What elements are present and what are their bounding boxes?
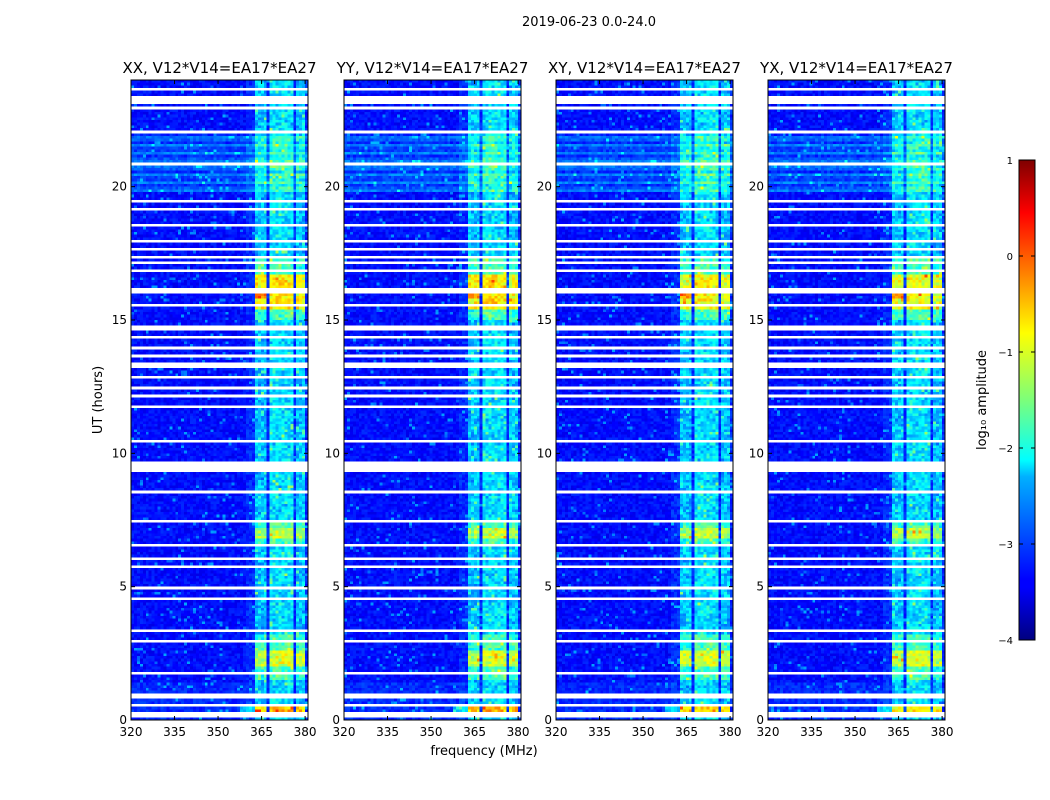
colorbar-tick-label: −1 (998, 348, 1013, 359)
y-tick-label: 0 (756, 713, 764, 727)
panel-title: YY, V12*V14=EA17*EA27 (336, 59, 529, 77)
x-tick-label: 380 (507, 725, 530, 739)
x-tick-label: 335 (800, 725, 823, 739)
y-tick-label: 0 (119, 713, 127, 727)
y-tick-label: 15 (537, 313, 552, 327)
x-tick-label: 350 (844, 725, 867, 739)
panel-title: YX, V12*V14=EA17*EA27 (759, 59, 953, 77)
y-tick-label: 0 (544, 713, 552, 727)
spectrogram-image (344, 80, 521, 720)
y-tick-label: 15 (112, 313, 127, 327)
spectrogram-image (556, 80, 733, 720)
colorbar-label: log₁₀ amplitude (975, 350, 990, 450)
y-tick-label: 10 (325, 446, 340, 460)
y-tick-label: 20 (112, 180, 127, 194)
heatmap-panel-4: YX, V12*V14=EA17*EA27 320 335 350 365 380 0 5 10… (749, 59, 954, 739)
x-tick-label: 365 (250, 725, 273, 739)
panel-title: XY, V12*V14=EA17*EA27 (548, 59, 741, 77)
colorbar-tick-label: −3 (998, 540, 1013, 551)
y-tick-label: 5 (332, 580, 340, 594)
x-tick-label: 380 (931, 725, 954, 739)
y-tick-label: 10 (537, 446, 552, 460)
colorbar: 1 0 −1 −2 −3 −4 log₁₀ amplitude (975, 156, 1036, 647)
colorbar-gradient (1018, 159, 1036, 641)
colorbar-tick-label: −4 (998, 636, 1013, 647)
x-tick-label: 365 (675, 725, 698, 739)
y-tick-label: 10 (112, 446, 127, 460)
heatmap-panel-1: XX, V12*V14=EA17*EA27 320 335 350 365 380 0 5 10… (112, 59, 317, 739)
heatmap-panel-3: XY, V12*V14=EA17*EA27 320 335 350 365 380 0 5 10… (537, 59, 742, 739)
x-tick-label: 365 (887, 725, 910, 739)
x-tick-label: 380 (719, 725, 742, 739)
x-tick-label: 380 (294, 725, 317, 739)
x-tick-label: 320 (757, 725, 780, 739)
spectrogram-image (131, 80, 308, 720)
colorbar-ticks: 1 0 −1 −2 −3 −4 (998, 156, 1035, 647)
y-tick-label: 20 (537, 180, 552, 194)
y-tick-label: 5 (544, 580, 552, 594)
y-tick-label: 0 (332, 713, 340, 727)
x-tick-label: 320 (120, 725, 143, 739)
x-tick-label: 350 (207, 725, 230, 739)
x-tick-label: 335 (163, 725, 186, 739)
colorbar-tick-label: 1 (1007, 156, 1013, 167)
y-tick-label: 5 (119, 580, 127, 594)
y-tick-label: 20 (325, 180, 340, 194)
y-axis-label: UT (hours) (91, 366, 106, 434)
y-tick-label: 20 (749, 180, 764, 194)
x-tick-label: 320 (545, 725, 568, 739)
colorbar-tick-label: 0 (1007, 252, 1013, 263)
panel-frame (343, 79, 522, 721)
heatmap-panels: XX, V12*V14=EA17*EA27 320 335 350 365 380 0 5 10… (112, 59, 954, 739)
panel-title: XX, V12*V14=EA17*EA27 (122, 59, 316, 77)
y-tick-label: 5 (756, 580, 764, 594)
x-tick-label: 350 (632, 725, 655, 739)
y-tick-label: 15 (749, 313, 764, 327)
panel-frame (767, 79, 946, 721)
y-tick-label: 15 (325, 313, 340, 327)
x-tick-label: 335 (588, 725, 611, 739)
colorbar-tick-label: −2 (998, 444, 1013, 455)
x-tick-label: 365 (463, 725, 486, 739)
x-tick-label: 335 (376, 725, 399, 739)
x-tick-label: 320 (333, 725, 356, 739)
x-axis-label: frequency (MHz) (430, 744, 537, 759)
heatmap-panel-2: YY, V12*V14=EA17*EA27 320 335 350 365 380 0 5 10… (325, 59, 530, 739)
figure-suptitle: 2019-06-23 0.0-24.0 (522, 15, 656, 30)
panel-frame (555, 79, 734, 721)
panel-frame (130, 79, 309, 721)
y-tick-label: 10 (749, 446, 764, 460)
x-tick-label: 350 (420, 725, 443, 739)
spectrogram-image (768, 80, 945, 720)
